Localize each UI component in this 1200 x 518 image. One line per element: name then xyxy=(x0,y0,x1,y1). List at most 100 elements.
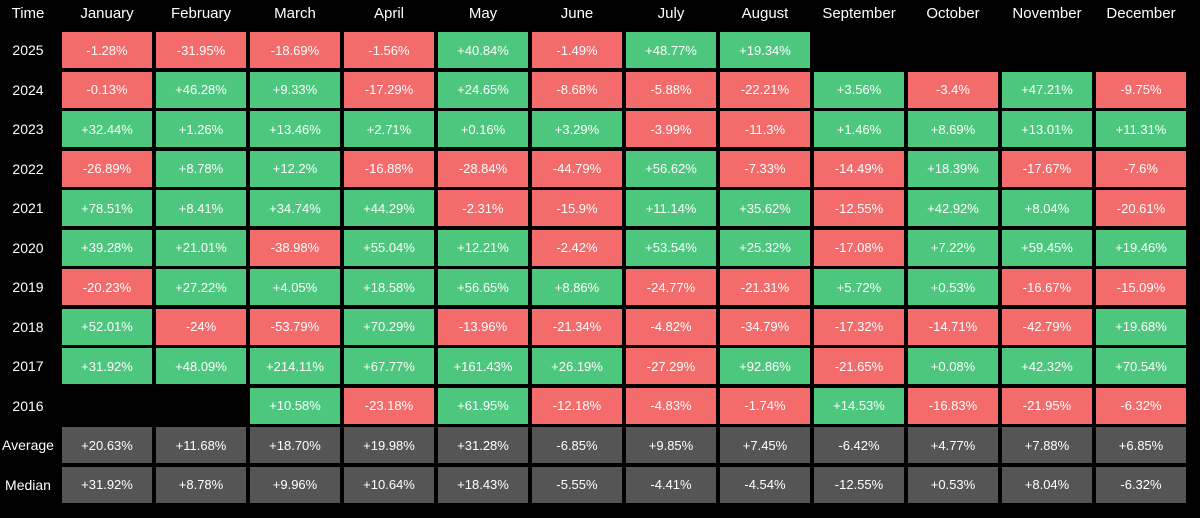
month-header-july: July xyxy=(657,4,685,22)
return-cell: +19.46% xyxy=(1096,229,1186,266)
return-cell: -14.71% xyxy=(908,308,998,345)
summary-cell: +18.43% xyxy=(438,466,528,503)
return-cell: +214.11% xyxy=(250,348,340,384)
return-cell: -15.9% xyxy=(532,190,622,226)
return-cell: +42.32% xyxy=(1002,348,1092,384)
return-cell: +40.84% xyxy=(438,32,528,68)
summary-cell: -6.32% xyxy=(1096,466,1186,503)
month-header-september: September xyxy=(822,4,896,22)
summary-cell: +20.63% xyxy=(62,427,152,463)
return-cell: +46.28% xyxy=(156,71,246,108)
return-cell: +18.58% xyxy=(344,269,434,305)
year-label-2025: 2025 xyxy=(12,42,44,58)
return-cell: +53.54% xyxy=(626,229,716,266)
return-cell: +59.45% xyxy=(1002,229,1092,266)
return-cell: +8.04% xyxy=(1002,190,1092,226)
return-cell: -8.68% xyxy=(532,71,622,108)
return-cell: +47.21% xyxy=(1002,71,1092,108)
return-cell: -16.67% xyxy=(1002,269,1092,305)
return-cell: +0.16% xyxy=(438,111,528,147)
return-cell: +161.43% xyxy=(438,348,528,384)
return-cell: -20.61% xyxy=(1096,190,1186,226)
return-cell: +35.62% xyxy=(720,190,810,226)
time-column-header: Time xyxy=(11,4,45,22)
return-cell: +26.19% xyxy=(532,348,622,384)
return-cell: +56.65% xyxy=(438,269,528,305)
month-header-june: June xyxy=(560,4,594,22)
return-cell: -21.34% xyxy=(532,308,622,345)
return-cell: -13.96% xyxy=(438,308,528,345)
return-cell: +42.92% xyxy=(908,190,998,226)
summary-cell: +8.78% xyxy=(156,466,246,503)
return-cell: +1.46% xyxy=(814,111,904,147)
return-cell: -53.79% xyxy=(250,308,340,345)
return-cell: -16.83% xyxy=(908,387,998,424)
return-cell: +32.44% xyxy=(62,111,152,147)
return-cell: +44.29% xyxy=(344,190,434,226)
year-label-2017: 2017 xyxy=(12,358,44,374)
summary-cell: +19.98% xyxy=(344,427,434,463)
return-cell: -7.33% xyxy=(720,150,810,187)
year-label-2021: 2021 xyxy=(12,200,44,216)
summary-cell: +31.92% xyxy=(62,466,152,503)
return-cell: -9.75% xyxy=(1096,71,1186,108)
return-cell: -34.79% xyxy=(720,308,810,345)
return-cell: -7.6% xyxy=(1096,150,1186,187)
summary-cell: +9.96% xyxy=(250,466,340,503)
year-label-2022: 2022 xyxy=(12,160,44,177)
month-header-december: December xyxy=(1106,4,1176,22)
return-cell: +27.22% xyxy=(156,269,246,305)
return-cell: -15.09% xyxy=(1096,269,1186,305)
return-cell: -21.65% xyxy=(814,348,904,384)
return-cell: -3.99% xyxy=(626,111,716,147)
return-cell: +9.33% xyxy=(250,71,340,108)
return-cell: +14.53% xyxy=(814,387,904,424)
return-cell: +56.62% xyxy=(626,150,716,187)
return-cell: +67.77% xyxy=(344,348,434,384)
return-cell: +70.29% xyxy=(344,308,434,345)
return-cell: -4.82% xyxy=(626,308,716,345)
summary-cell: -12.55% xyxy=(814,466,904,503)
month-header-november: November xyxy=(1012,4,1082,22)
return-cell: +0.08% xyxy=(908,348,998,384)
year-label-2016: 2016 xyxy=(12,397,44,414)
return-cell: -42.79% xyxy=(1002,308,1092,345)
year-label-2023: 2023 xyxy=(12,121,44,137)
return-cell: -24.77% xyxy=(626,269,716,305)
return-cell: +8.69% xyxy=(908,111,998,147)
return-cell: +5.72% xyxy=(814,269,904,305)
summary-cell: +18.70% xyxy=(250,427,340,463)
summary-cell: +9.85% xyxy=(626,427,716,463)
return-cell: +3.29% xyxy=(532,111,622,147)
year-label-2020: 2020 xyxy=(12,239,44,256)
return-cell: -1.49% xyxy=(532,32,622,68)
return-cell: +8.41% xyxy=(156,190,246,226)
return-cell: +1.26% xyxy=(156,111,246,147)
return-cell: +8.78% xyxy=(156,150,246,187)
return-cell: +10.58% xyxy=(250,387,340,424)
return-cell: +24.65% xyxy=(438,71,528,108)
return-cell: +39.28% xyxy=(62,229,152,266)
return-cell: -11.3% xyxy=(720,111,810,147)
return-cell: +61.95% xyxy=(438,387,528,424)
return-cell: +3.56% xyxy=(814,71,904,108)
return-cell: -2.31% xyxy=(438,190,528,226)
return-cell: -24% xyxy=(156,308,246,345)
summary-cell: +31.28% xyxy=(438,427,528,463)
return-cell: -27.29% xyxy=(626,348,716,384)
summary-cell: +7.45% xyxy=(720,427,810,463)
return-cell: -21.31% xyxy=(720,269,810,305)
return-cell: -17.08% xyxy=(814,229,904,266)
return-cell: -3.4% xyxy=(908,71,998,108)
return-cell: -14.49% xyxy=(814,150,904,187)
return-cell: -12.18% xyxy=(532,387,622,424)
return-cell: +18.39% xyxy=(908,150,998,187)
return-cell: +13.01% xyxy=(1002,111,1092,147)
return-cell: -1.28% xyxy=(62,32,152,68)
return-cell: +19.68% xyxy=(1096,308,1186,345)
return-cell: -28.84% xyxy=(438,150,528,187)
summary-cell: +4.77% xyxy=(908,427,998,463)
return-cell: +12.21% xyxy=(438,229,528,266)
summary-cell: -6.85% xyxy=(532,427,622,463)
